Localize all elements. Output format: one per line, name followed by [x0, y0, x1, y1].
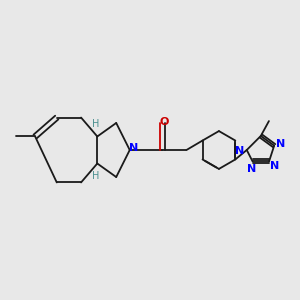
Text: N: N	[276, 139, 286, 149]
Text: N: N	[129, 143, 138, 153]
Text: N: N	[270, 161, 280, 171]
Text: O: O	[159, 117, 169, 127]
Text: N: N	[236, 146, 244, 156]
Text: H: H	[92, 171, 100, 181]
Text: H: H	[92, 119, 100, 129]
Text: N: N	[247, 164, 256, 174]
